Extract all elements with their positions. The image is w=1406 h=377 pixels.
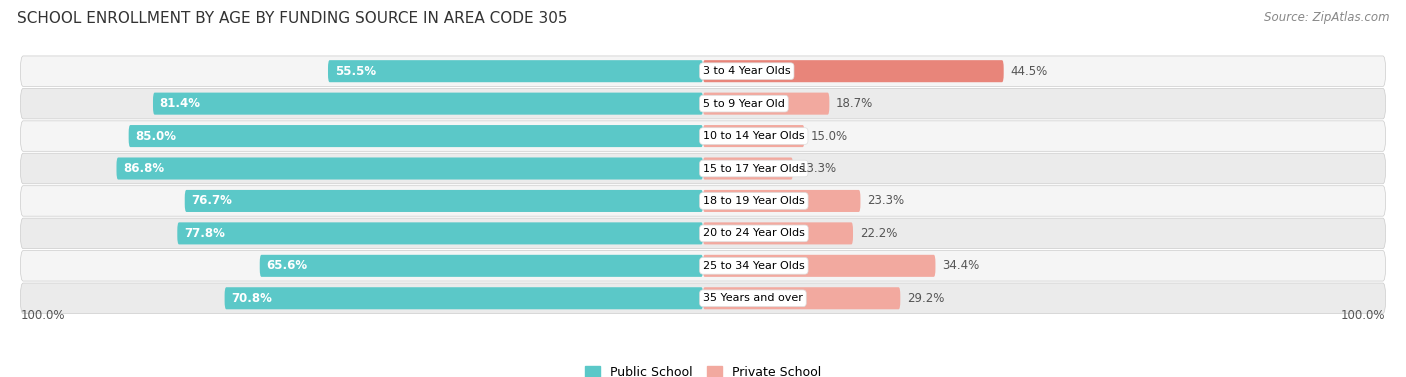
Legend: Public School, Private School: Public School, Private School	[585, 366, 821, 377]
FancyBboxPatch shape	[260, 255, 703, 277]
Text: 70.8%: 70.8%	[232, 292, 273, 305]
FancyBboxPatch shape	[703, 60, 1004, 82]
FancyBboxPatch shape	[184, 190, 703, 212]
FancyBboxPatch shape	[703, 190, 860, 212]
Text: 18 to 19 Year Olds: 18 to 19 Year Olds	[703, 196, 804, 206]
Text: 81.4%: 81.4%	[160, 97, 201, 110]
Text: 20 to 24 Year Olds: 20 to 24 Year Olds	[703, 228, 804, 238]
FancyBboxPatch shape	[21, 153, 1385, 184]
Text: 35 Years and over: 35 Years and over	[703, 293, 803, 303]
Text: 55.5%: 55.5%	[335, 65, 375, 78]
FancyBboxPatch shape	[117, 158, 703, 179]
FancyBboxPatch shape	[153, 93, 703, 115]
FancyBboxPatch shape	[21, 218, 1385, 249]
Text: 65.6%: 65.6%	[267, 259, 308, 272]
FancyBboxPatch shape	[21, 56, 1385, 86]
Text: 77.8%: 77.8%	[184, 227, 225, 240]
Text: 23.3%: 23.3%	[868, 195, 904, 207]
Text: 5 to 9 Year Old: 5 to 9 Year Old	[703, 99, 785, 109]
FancyBboxPatch shape	[703, 125, 804, 147]
FancyBboxPatch shape	[703, 255, 935, 277]
Text: 22.2%: 22.2%	[859, 227, 897, 240]
Text: 86.8%: 86.8%	[124, 162, 165, 175]
FancyBboxPatch shape	[21, 88, 1385, 119]
FancyBboxPatch shape	[703, 287, 900, 309]
Text: 44.5%: 44.5%	[1011, 65, 1047, 78]
FancyBboxPatch shape	[177, 222, 703, 244]
Text: 25 to 34 Year Olds: 25 to 34 Year Olds	[703, 261, 804, 271]
FancyBboxPatch shape	[21, 186, 1385, 216]
Text: 3 to 4 Year Olds: 3 to 4 Year Olds	[703, 66, 790, 76]
FancyBboxPatch shape	[21, 251, 1385, 281]
FancyBboxPatch shape	[129, 125, 703, 147]
Text: Source: ZipAtlas.com: Source: ZipAtlas.com	[1264, 11, 1389, 24]
Text: 15 to 17 Year Olds: 15 to 17 Year Olds	[703, 164, 804, 173]
Text: 34.4%: 34.4%	[942, 259, 980, 272]
Text: 10 to 14 Year Olds: 10 to 14 Year Olds	[703, 131, 804, 141]
FancyBboxPatch shape	[21, 121, 1385, 151]
FancyBboxPatch shape	[703, 93, 830, 115]
FancyBboxPatch shape	[328, 60, 703, 82]
Text: 100.0%: 100.0%	[21, 309, 65, 322]
Text: 76.7%: 76.7%	[191, 195, 232, 207]
Text: 100.0%: 100.0%	[1341, 309, 1385, 322]
Text: 13.3%: 13.3%	[800, 162, 837, 175]
Text: 29.2%: 29.2%	[907, 292, 945, 305]
FancyBboxPatch shape	[703, 158, 793, 179]
FancyBboxPatch shape	[21, 283, 1385, 314]
FancyBboxPatch shape	[703, 222, 853, 244]
Text: SCHOOL ENROLLMENT BY AGE BY FUNDING SOURCE IN AREA CODE 305: SCHOOL ENROLLMENT BY AGE BY FUNDING SOUR…	[17, 11, 568, 26]
FancyBboxPatch shape	[225, 287, 703, 309]
Text: 15.0%: 15.0%	[811, 130, 848, 143]
Text: 18.7%: 18.7%	[837, 97, 873, 110]
Text: 85.0%: 85.0%	[135, 130, 176, 143]
